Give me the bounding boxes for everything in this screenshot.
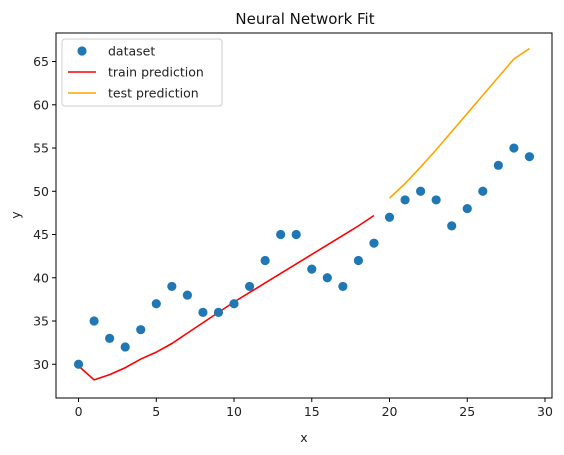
data-point: [291, 229, 301, 240]
y-tick-label: 65: [33, 54, 49, 69]
data-point: [416, 186, 426, 196]
data-point: [136, 325, 146, 335]
data-point: [493, 160, 503, 170]
x-tick-label: 10: [226, 404, 242, 419]
data-point: [167, 281, 177, 292]
y-tick-label: 40: [33, 270, 49, 285]
data-point: [182, 290, 192, 300]
legend-marker-0: [77, 46, 87, 56]
data-point: [198, 307, 208, 317]
data-point: [369, 238, 379, 248]
data-point: [276, 229, 286, 240]
data-point: [400, 195, 410, 205]
data-point: [244, 281, 255, 292]
y-tick-label: 55: [33, 141, 49, 156]
legend-box: [61, 38, 223, 107]
legend-label-2: test prediction: [108, 86, 199, 101]
x-axis: 0 5 10 15 20 25 30: [75, 398, 553, 419]
data-point: [384, 212, 395, 222]
data-point: [105, 333, 115, 343]
data-point: [213, 307, 224, 317]
y-axis: 30 35 40 45 50 55 60 65: [33, 54, 56, 372]
data-point: [447, 221, 457, 231]
data-point: [509, 143, 519, 153]
data-point: [260, 255, 270, 266]
plot-frame: [55, 32, 553, 399]
data-point: [353, 255, 364, 266]
x-tick-label: 0: [75, 404, 83, 419]
y-axis-label: y: [8, 211, 23, 219]
data-point: [229, 299, 239, 309]
x-axis-label: x: [300, 430, 307, 445]
y-tick-label: 30: [33, 357, 49, 372]
plot-area: [73, 47, 535, 381]
data-point: [307, 264, 317, 274]
data-point: [322, 273, 332, 283]
y-tick-label: 35: [33, 314, 49, 329]
series-line-2: [388, 47, 530, 199]
legend-label-0: dataset: [108, 44, 155, 59]
data-point: [524, 152, 535, 162]
data-point: [478, 186, 488, 196]
data-point: [73, 359, 84, 369]
chart-title: Neural Network Fit: [235, 10, 374, 28]
y-tick-label: 45: [33, 227, 49, 242]
data-point: [151, 299, 161, 309]
data-point: [431, 195, 441, 205]
y-tick-label: 50: [33, 184, 49, 199]
x-tick-label: 15: [304, 404, 320, 419]
legend-label-1: train prediction: [108, 65, 204, 80]
data-point: [120, 342, 130, 352]
data-point: [462, 203, 472, 214]
x-tick-label: 5: [152, 404, 160, 419]
y-tick-label: 60: [33, 97, 49, 112]
data-point: [338, 281, 348, 292]
x-tick-label: 25: [459, 404, 475, 419]
legend: dataset train prediction test prediction: [61, 38, 223, 107]
data-point: [89, 316, 99, 326]
x-tick-label: 20: [382, 404, 398, 419]
series-line-1: [78, 214, 375, 381]
x-tick-label: 30: [537, 404, 553, 419]
